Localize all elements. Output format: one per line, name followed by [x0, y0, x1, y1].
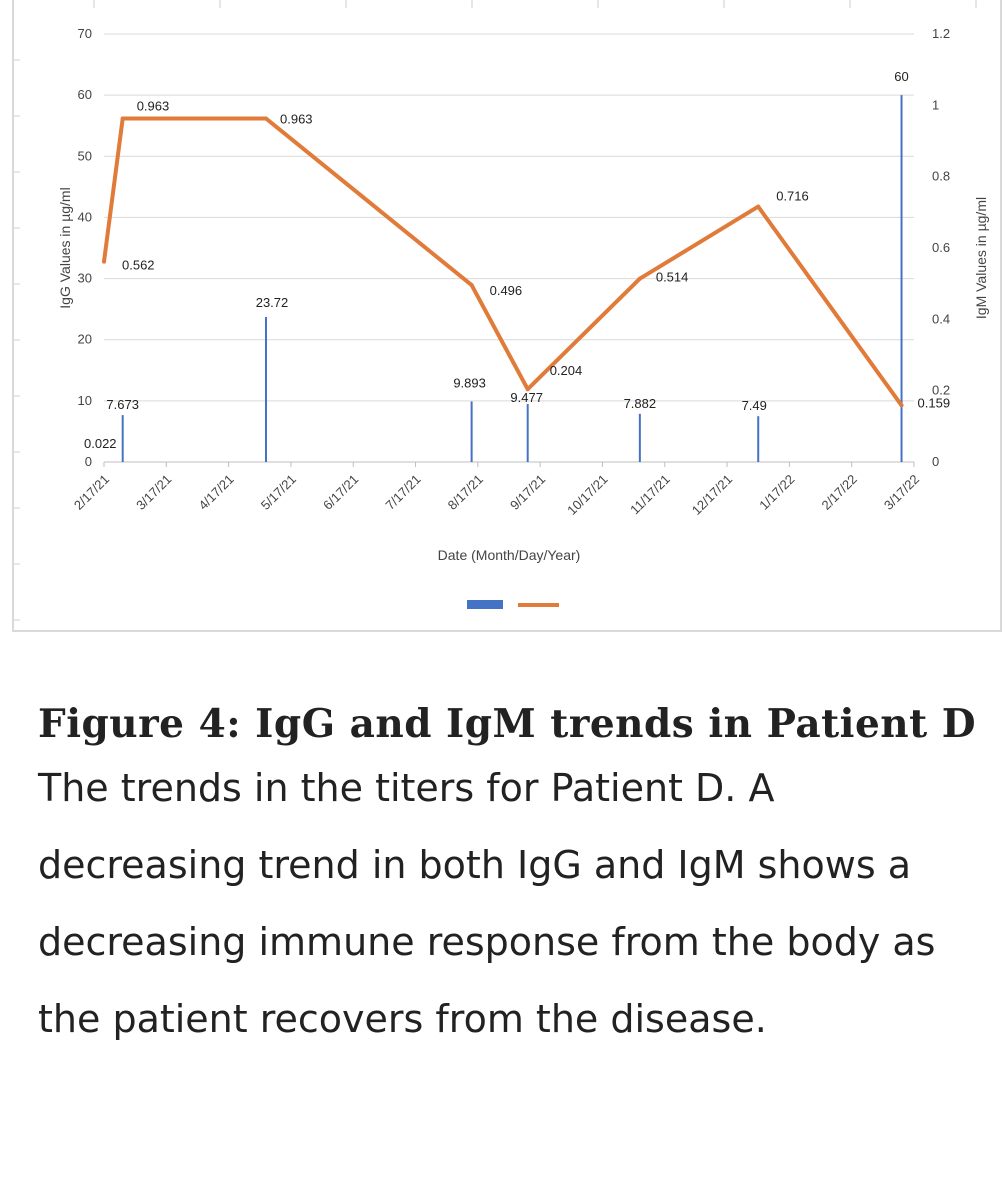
igg-extra-label: 0.022	[84, 436, 117, 451]
x-tick-label: 1/17/22	[756, 472, 797, 513]
y-left-tick-label: 70	[78, 26, 92, 41]
y-left-tick-label: 40	[78, 209, 92, 224]
figure-description: The trends in the titers for Patient D. …	[38, 766, 936, 1041]
y-left-axis-title: IgG Values in µg/ml	[57, 187, 73, 308]
igm-point	[264, 116, 268, 121]
y-left-tick-label: 50	[78, 148, 92, 163]
y-right-tick-label: 1	[932, 97, 939, 112]
chart: 0 10 20 30 40 50 60 70 0 0.2 0.4 0.6 0.8 1 1.2 2/17/21 3…	[14, 0, 989, 621]
igm-data-label: 0.963	[280, 112, 313, 127]
x-tick-label: 2/17/21	[71, 472, 112, 513]
igg-data-label: 9.477	[510, 390, 543, 405]
x-tick-label: 9/17/21	[507, 472, 548, 513]
x-tick-label: 2/17/22	[819, 472, 860, 513]
y-left-tick-label: 10	[78, 393, 92, 408]
y-right-tick-label: 1.2	[932, 26, 950, 41]
igm-data-label: 0.514	[656, 270, 689, 285]
x-tick-label: 4/17/21	[195, 472, 236, 513]
x-axis-title: Date (Month/Day/Year)	[438, 547, 581, 563]
igg-data-label: 7.49	[742, 398, 767, 413]
igg-data-label: 60	[894, 69, 908, 84]
figure-caption: Figure 4: IgG and IgM trends in Patient …	[38, 700, 978, 1058]
igm-point	[120, 116, 125, 121]
y-right-tick-label: 0.4	[932, 311, 950, 326]
figure-title: Figure 4: IgG and IgM trends in Patient …	[38, 701, 977, 747]
x-tick-label: 10/17/21	[564, 472, 610, 518]
chart-frame: 0 10 20 30 40 50 60 70 0 0.2 0.4 0.6 0.8 1 1.2 2/17/21 3…	[12, 0, 1002, 632]
igm-data-label: 0.159	[918, 395, 951, 410]
igm-data-label: 0.716	[776, 189, 809, 204]
igm-point	[756, 204, 761, 209]
x-tick-label: 5/17/21	[258, 472, 299, 513]
y-right-tick-label: 0.6	[932, 240, 950, 255]
igm-point	[637, 276, 642, 281]
igm-point	[102, 259, 106, 264]
igm-series-line	[102, 116, 904, 408]
y-right-tick-label: 0.2	[932, 383, 950, 398]
y-left-tick-label: 0	[85, 454, 92, 469]
x-tick-label: 3/17/22	[881, 472, 922, 513]
igm-data-label: 0.963	[137, 99, 170, 114]
igm-point	[525, 387, 530, 392]
igg-data-label: 23.72	[256, 295, 289, 310]
y-right-tick-label: 0.8	[932, 169, 950, 184]
igm-data-label: 0.496	[490, 283, 523, 298]
legend-igg-swatch	[467, 600, 503, 609]
igg-data-label: 7.673	[106, 397, 139, 412]
x-tick-label: 7/17/21	[382, 472, 423, 513]
y-left-tick-label: 30	[78, 271, 92, 286]
y-right-tick-label: 0	[932, 454, 939, 469]
y-left-tick-label: 20	[78, 332, 92, 347]
igm-point	[469, 283, 474, 288]
x-tick-label: 8/17/21	[445, 472, 486, 513]
igg-data-label: 9.893	[453, 376, 486, 391]
igg-data-label: 7.882	[624, 396, 657, 411]
y-right-axis-title: IgM Values in µg/ml	[973, 197, 989, 319]
x-tick-label: 3/17/21	[133, 472, 174, 513]
x-tick-label: 12/17/21	[689, 472, 735, 518]
y-left-tick-label: 60	[78, 87, 92, 102]
x-tick-label: 6/17/21	[320, 472, 361, 513]
igm-point	[899, 403, 904, 408]
igm-data-label: 0.562	[122, 258, 155, 273]
igm-data-label: 0.204	[550, 363, 583, 378]
x-tick-label: 11/17/21	[627, 472, 673, 518]
